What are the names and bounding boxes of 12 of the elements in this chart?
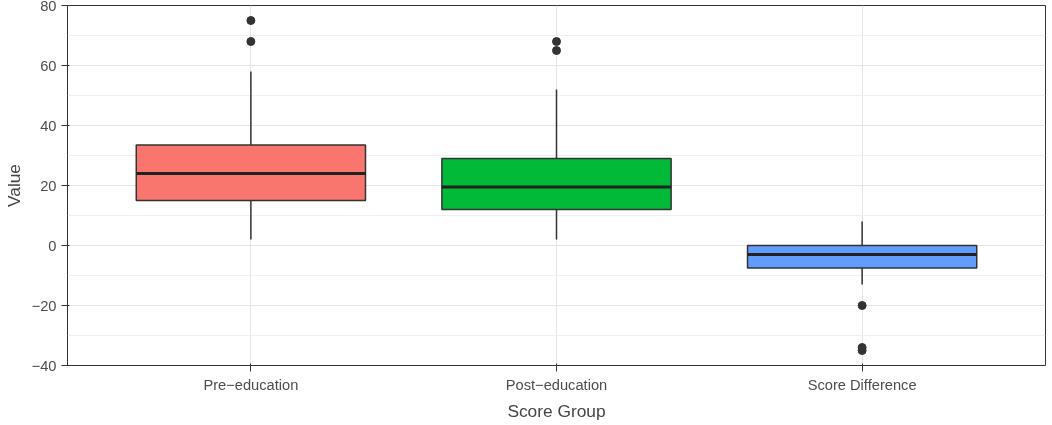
y-tick-label: 40 (40, 117, 57, 134)
x-axis-title: Score Group (507, 400, 606, 421)
y-tick-label: −20 (31, 297, 57, 314)
y-tick-label: 60 (40, 57, 57, 74)
y-tick-label: 20 (40, 177, 57, 194)
y-axis-title: Value (3, 163, 24, 208)
x-tick-label: Post−education (505, 376, 608, 393)
x-tick-label: Score Difference (807, 376, 917, 393)
y-tick-label: −40 (31, 357, 57, 374)
y-tick-label: 80 (40, 0, 57, 14)
x-tick-label: Pre−education (203, 376, 299, 393)
y-tick-label: 0 (48, 237, 57, 254)
